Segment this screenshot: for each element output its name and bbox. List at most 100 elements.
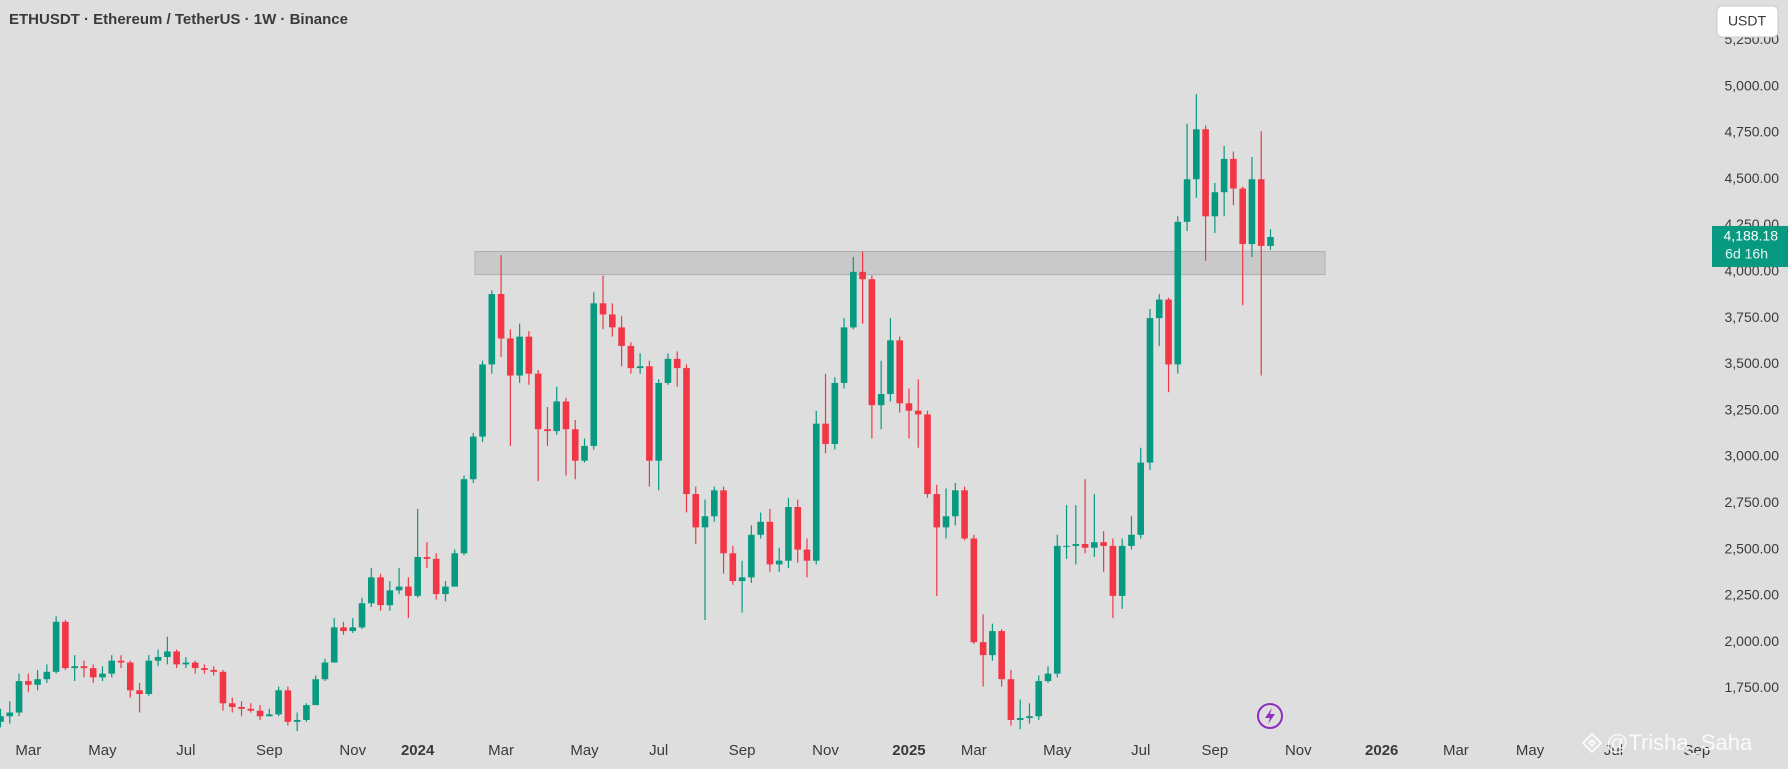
candle-body [1072,544,1080,546]
candle-body [933,494,941,528]
candle-body [877,394,885,406]
x-tick-label: Mar [961,742,987,759]
currency-button-label[interactable]: USDT [1728,13,1767,29]
candle-body [683,368,690,495]
candle-body [117,660,125,663]
candle-body [775,560,783,565]
resistance-zone [474,250,1326,276]
x-tick-label: Mar [1443,742,1469,759]
candle-body [62,621,69,669]
candle-body [423,556,431,559]
axes: 1,750.00 2,000.00 2,250.00 2,500.00 2,750.00… [15,31,1779,759]
candle-body [6,712,14,717]
candle-body [284,690,292,722]
y-tick-label: 5,000.00 [1725,77,1780,93]
zone-layer [474,250,1326,276]
candle-body [618,327,625,346]
candle-body [210,669,218,672]
currency-button-box[interactable] [1716,5,1779,38]
candle-body [970,538,978,643]
x-tick-label: Sep [256,742,283,759]
candle-body [942,516,950,528]
candle-body [1183,179,1191,222]
candle-body [108,660,116,674]
candle-body [887,340,894,395]
candles [0,94,1274,732]
candle-body [145,660,153,695]
candle-body [34,679,41,685]
candle-body [581,445,588,461]
candle-body [275,690,282,715]
candle-body [924,414,931,495]
candle-body [692,494,700,528]
candle-body [534,373,542,430]
candle-body [321,662,329,680]
y-tick-label: 2,250.00 [1725,587,1780,603]
candle-body [738,577,746,582]
candle-body [405,586,412,596]
last-price-tag: 4,188.18 6d 16h [1712,225,1788,267]
candle-body [655,382,662,461]
candle-body [553,401,560,432]
candle-body [627,345,635,369]
candle-body [1230,158,1237,189]
candle-body [1193,129,1200,180]
candle-body [664,358,672,383]
candle-body [43,671,51,680]
candle-body [0,716,4,722]
candle-body [507,338,514,376]
currency-button[interactable]: USDT [1716,5,1779,38]
candle-body [850,271,857,328]
y-tick-label: 3,750.00 [1725,309,1780,325]
candle-body [1248,179,1256,245]
icon-bolt[interactable] [1265,708,1275,724]
candle-body [952,490,959,517]
candle-body [868,279,876,406]
icon-circle[interactable] [1257,703,1283,729]
candle-body [1155,299,1163,319]
candle-body [1146,318,1154,463]
candle-body [766,521,774,565]
x-tick-label: Nov [812,742,839,759]
candle-body [896,340,903,404]
y-tick-label: 1,750.00 [1725,679,1780,695]
candle-body [1202,129,1209,217]
candle-body [590,303,598,446]
candle-body [646,366,653,461]
candle-body [1053,545,1061,674]
candle-body [1118,545,1126,596]
candle-body [1081,544,1089,548]
x-tick-label: May [1516,742,1545,759]
candle-body [126,662,134,691]
x-tick-label: May [1043,742,1072,759]
candle-body [905,403,913,411]
candle-body [803,549,811,561]
candle-body [636,366,644,369]
last-price-box [1712,225,1788,267]
x-tick-label: Jul [1604,742,1623,759]
candle-body [303,705,310,720]
candle-body [182,662,190,665]
candle-body [1007,679,1015,720]
candle-body [609,314,616,328]
candle-body [451,553,459,587]
watermark-logo [1581,732,1603,754]
candle-body [571,429,579,461]
x-tick-label: May [570,742,599,759]
watermark: @Trisha_Saha [1581,730,1753,755]
x-tick-label: Jul [1131,742,1150,759]
y-tick-label: 3,000.00 [1725,448,1780,464]
candle-body [312,679,319,706]
candle-body [414,556,421,596]
candle-body [460,479,468,554]
candle-body [673,358,681,369]
candle-body [488,294,496,365]
candle-body [979,642,987,656]
lightning-icon[interactable] [1257,703,1283,729]
candle-body [1165,299,1172,365]
candle-body [998,631,1005,680]
candle-body [1109,545,1117,596]
candle-body [71,666,78,669]
candle-body [15,681,23,713]
